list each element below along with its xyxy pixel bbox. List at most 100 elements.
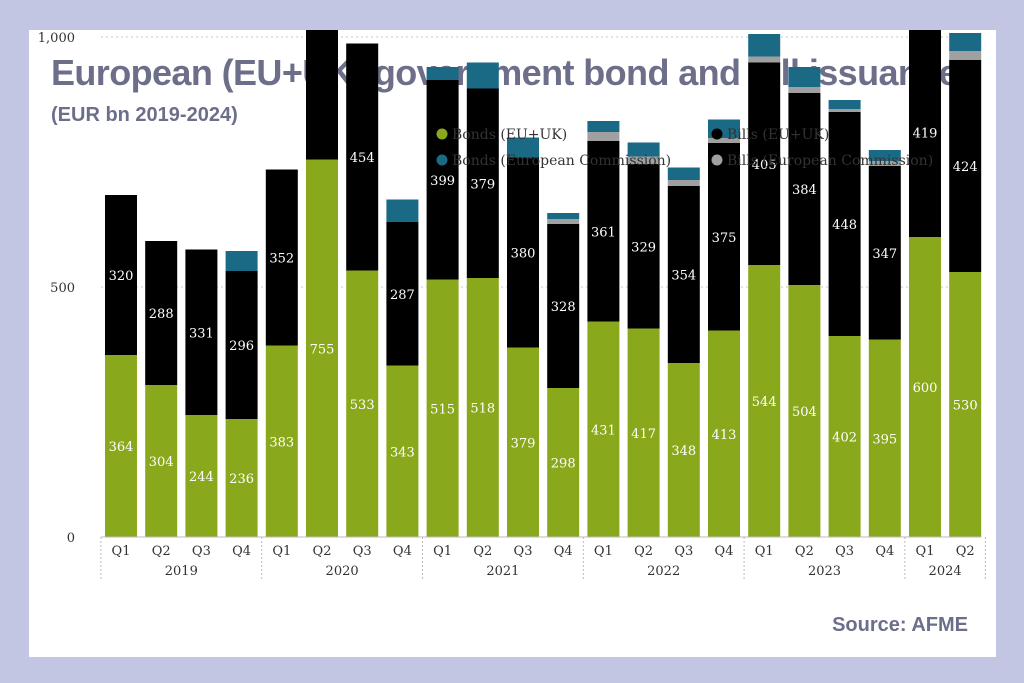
bar-bills-euuk xyxy=(386,222,419,366)
bar-bonds-euuk xyxy=(426,279,459,537)
bar-bonds-ec xyxy=(386,199,419,222)
legend-label: Bonds (European Commission) xyxy=(452,153,671,169)
bar-bonds-euuk xyxy=(627,328,660,537)
bar-bills-euuk xyxy=(627,164,660,329)
x-tick-label: Q3 xyxy=(514,544,533,559)
bar-bonds-euuk xyxy=(386,365,419,537)
chart-canvas: 0 500 1,000 364 320 Q1 304 288 Q2 244 331 Q3 236 296 Q… xyxy=(38,30,986,580)
x-tick-label: Q1 xyxy=(755,544,774,559)
x-tick-label: Q2 xyxy=(313,544,332,559)
chart-subtitle: (EUR bn 2019-2024) xyxy=(51,104,238,126)
data-label: 448 xyxy=(832,218,857,233)
x-tick-label: Q4 xyxy=(393,544,412,559)
x-tick-label: Q2 xyxy=(473,544,492,559)
year-label: 2020 xyxy=(326,564,359,579)
data-label: 399 xyxy=(430,174,455,189)
bar-bonds-euuk xyxy=(667,363,700,537)
x-tick-label: Q3 xyxy=(192,544,211,559)
bar-bills-euuk xyxy=(346,43,379,271)
data-label: 375 xyxy=(712,231,737,246)
data-label: 236 xyxy=(229,472,254,487)
bar-bills-euuk xyxy=(265,169,298,346)
data-label: 383 xyxy=(269,435,294,450)
bar-bills-euuk xyxy=(185,249,218,415)
bar-bills-euuk xyxy=(748,62,781,265)
bar-bonds-euuk xyxy=(346,270,379,537)
bar-bonds-euuk xyxy=(306,159,338,537)
data-label: 320 xyxy=(109,269,134,284)
data-label: 417 xyxy=(631,427,656,442)
data-label: 402 xyxy=(832,431,857,446)
y-tick-label: 500 xyxy=(50,281,75,296)
year-label: 2023 xyxy=(808,564,841,579)
bar-bills-ec xyxy=(667,180,700,186)
data-label: 348 xyxy=(671,444,696,459)
bar-bonds-euuk xyxy=(949,272,982,537)
year-label: 2021 xyxy=(486,564,519,579)
bar-bills-euuk xyxy=(507,157,539,348)
bar-bonds-ec xyxy=(507,137,539,158)
data-label: 298 xyxy=(551,457,576,472)
data-label: 288 xyxy=(149,307,174,322)
bar-bills-ec xyxy=(547,219,580,224)
data-label: 329 xyxy=(631,240,656,255)
data-label: 530 xyxy=(953,399,978,414)
data-label: 343 xyxy=(390,445,415,460)
chart-source: Source: AFME xyxy=(832,614,968,636)
bar-bonds-ec xyxy=(748,34,781,57)
bar-bonds-euuk xyxy=(909,237,941,537)
bar-bills-euuk xyxy=(306,30,338,160)
year-label: 2022 xyxy=(647,564,680,579)
bar-bonds-euuk xyxy=(225,419,258,537)
bar-bills-euuk xyxy=(708,143,740,331)
bar-bonds-ec xyxy=(547,213,580,219)
data-label: 515 xyxy=(430,402,455,417)
data-label: 287 xyxy=(390,288,415,303)
bar-bills-euuk xyxy=(909,30,941,237)
x-tick-label: Q2 xyxy=(795,544,814,559)
x-tick-label: Q4 xyxy=(554,544,573,559)
bar-bonds-euuk xyxy=(185,415,218,537)
data-label: 405 xyxy=(752,158,777,173)
bar-bonds-euuk xyxy=(788,285,821,537)
bar-bills-euuk xyxy=(828,112,861,336)
y-tick-label: 1,000 xyxy=(38,31,75,46)
x-tick-label: Q1 xyxy=(272,544,291,559)
bar-bills-euuk xyxy=(788,93,821,285)
x-tick-label: Q2 xyxy=(956,544,975,559)
bar-bills-euuk xyxy=(667,186,700,363)
bar-bills-euuk xyxy=(949,60,982,272)
data-label: 331 xyxy=(189,326,214,341)
bar-bills-euuk xyxy=(587,141,620,322)
data-label: 384 xyxy=(792,183,817,198)
data-label: 296 xyxy=(229,339,254,354)
data-label: 544 xyxy=(752,395,777,410)
legend-label: Bonds (EU+UK) xyxy=(452,127,567,143)
bar-bonds-ec xyxy=(788,67,821,87)
data-label: 352 xyxy=(269,252,294,267)
legend-marker xyxy=(711,128,723,140)
data-label: 244 xyxy=(189,470,214,485)
data-label: 379 xyxy=(511,436,536,451)
data-label: 419 xyxy=(913,126,938,141)
y-tick-label: 0 xyxy=(67,531,75,546)
legend-marker xyxy=(436,154,448,166)
bar-bills-euuk xyxy=(547,224,580,388)
data-label: 504 xyxy=(792,405,817,420)
bar-bonds-ec xyxy=(828,100,861,109)
x-tick-label: Q4 xyxy=(715,544,734,559)
bar-bills-ec xyxy=(708,138,740,143)
x-tick-label: Q3 xyxy=(835,544,854,559)
bar-bonds-euuk xyxy=(547,388,580,537)
bar-bonds-ec xyxy=(627,142,660,157)
data-label: 533 xyxy=(350,398,375,413)
bar-bonds-ec xyxy=(667,167,700,180)
year-label: 2024 xyxy=(929,564,962,579)
bar-bills-euuk xyxy=(105,195,137,355)
bar-bonds-euuk xyxy=(828,336,861,537)
data-label: 395 xyxy=(872,432,897,447)
bar-bonds-euuk xyxy=(868,339,901,537)
legend-label: Bills (European Commission) xyxy=(727,153,933,169)
data-label: 380 xyxy=(511,247,536,262)
x-tick-label: Q3 xyxy=(353,544,372,559)
